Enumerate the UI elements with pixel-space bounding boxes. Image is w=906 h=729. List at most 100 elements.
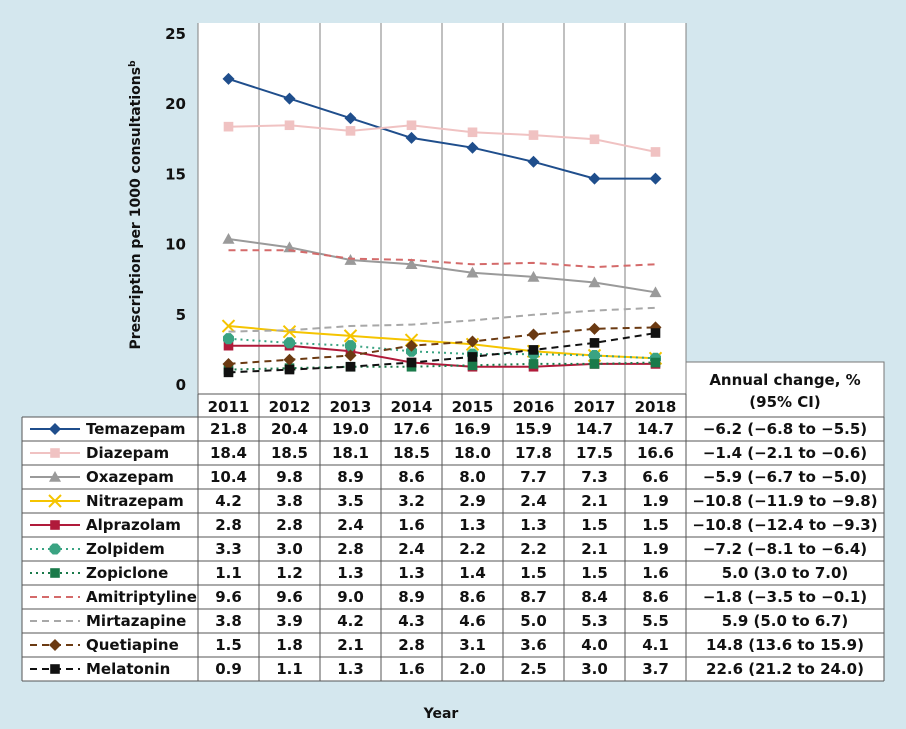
data-value-label: 1.1 xyxy=(215,564,242,582)
data-point-marker xyxy=(223,333,234,345)
data-value-label: 4.2 xyxy=(337,612,364,630)
data-value-label: 1.9 xyxy=(642,492,669,510)
x-tick-label: 2013 xyxy=(330,398,372,416)
series-line xyxy=(228,325,656,360)
data-value-label: 3.6 xyxy=(520,636,547,654)
data-value-label: 3.8 xyxy=(215,612,242,630)
series-melatonin xyxy=(223,328,661,378)
data-point-marker xyxy=(528,345,539,355)
data-point-marker xyxy=(344,112,357,125)
table-row: Diazepam 18.4 18.5 18.1 18.5 18.0 17.8 17.5 16.6… xyxy=(30,444,867,462)
data-value-label: 2.2 xyxy=(459,540,486,558)
data-value-label: 8.9 xyxy=(398,588,425,606)
data-value-label: 4.6 xyxy=(459,612,486,630)
data-point-marker xyxy=(345,126,356,136)
series-name-label: Nitrazepam xyxy=(86,492,184,510)
data-value-label: 10.4 xyxy=(210,468,247,486)
data-value-label: 9.6 xyxy=(276,588,303,606)
data-point-marker xyxy=(405,339,418,352)
data-value-label: 1.1 xyxy=(276,660,303,678)
data-value-label: 2.8 xyxy=(337,540,364,558)
data-point-marker xyxy=(588,276,601,288)
data-value-label: 2.1 xyxy=(581,540,608,558)
data-value-label: 17.6 xyxy=(393,420,430,438)
data-value-label: 1.3 xyxy=(398,564,425,582)
data-point-marker xyxy=(223,121,234,132)
data-value-label: 2.8 xyxy=(276,516,303,534)
y-axis-label-superscript: b xyxy=(128,60,138,67)
data-point-marker xyxy=(650,147,661,157)
table-row: Zopiclone 1.1 1.2 1.3 1.3 1.4 1.5 1.5 1.6 5.0 (3.… xyxy=(30,564,848,582)
data-point-marker xyxy=(345,340,356,352)
data-point-marker xyxy=(467,360,478,371)
data-point-marker xyxy=(588,322,601,335)
data-point-marker xyxy=(527,270,540,282)
series-name-label: Melatonin xyxy=(86,660,170,678)
annual-change-value: −5.9 (−6.7 to −5.0) xyxy=(703,468,867,486)
x-tick-label: 2016 xyxy=(513,398,555,416)
data-point-marker xyxy=(649,286,662,298)
data-value-label: 8.6 xyxy=(398,468,425,486)
annual-change-header-line2: (95% CI) xyxy=(749,393,820,411)
data-point-marker xyxy=(466,266,479,278)
data-value-label: 2.8 xyxy=(215,516,242,534)
data-value-label: 3.0 xyxy=(581,660,608,678)
data-point-marker xyxy=(528,130,539,140)
data-point-marker xyxy=(50,520,60,530)
series-name-label: Diazepam xyxy=(86,444,169,462)
data-value-label: 8.7 xyxy=(520,588,547,606)
data-point-marker xyxy=(527,328,540,341)
data-point-marker xyxy=(222,232,235,244)
series-name-label: Oxazepam xyxy=(86,468,174,486)
data-value-label: 1.5 xyxy=(581,564,608,582)
data-value-label: 9.8 xyxy=(276,468,303,486)
data-value-label: 18.0 xyxy=(454,444,491,462)
data-point-marker xyxy=(405,258,418,270)
data-value-label: 2.1 xyxy=(581,492,608,510)
series-line xyxy=(228,124,656,153)
y-tick-label: 15 xyxy=(165,165,186,183)
data-value-label: 2.4 xyxy=(520,492,547,510)
data-value-label: 15.9 xyxy=(515,420,552,438)
table-row: Nitrazepam 4.2 3.8 3.5 3.2 2.9 2.4 2.1 1.9 −10.8 … xyxy=(30,492,878,510)
data-point-marker xyxy=(223,340,234,351)
data-point-marker xyxy=(49,423,61,435)
data-point-marker xyxy=(650,328,661,338)
data-value-label: 1.5 xyxy=(520,564,547,582)
annual-change-value: 14.8 (13.6 to 15.9) xyxy=(706,636,864,654)
data-value-label: 2.2 xyxy=(520,540,547,558)
y-tick-label: 20 xyxy=(165,95,186,113)
data-value-label: 14.7 xyxy=(576,420,613,438)
data-value-label: 1.3 xyxy=(520,516,547,534)
table-row: Quetiapine 1.5 1.8 2.1 2.8 3.1 3.6 4.0 4.1 14.8 (… xyxy=(30,636,864,654)
table-row: Amitriptyline 9.6 9.6 9.0 8.9 8.6 8.7 8.4 8.6 −1.… xyxy=(30,588,867,606)
annual-change-value: −1.4 (−2.1 to −0.6) xyxy=(703,444,867,462)
data-value-label: 1.6 xyxy=(642,564,669,582)
data-value-label: 1.3 xyxy=(337,564,364,582)
data-point-marker xyxy=(650,357,661,368)
y-axis-label: Prescription per 1000 consultationsb xyxy=(128,60,144,350)
data-value-label: 8.0 xyxy=(459,468,486,486)
table-row: Temazepam 21.8 20.4 19.0 17.6 16.9 15.9 14.7 14.… xyxy=(30,420,867,438)
data-point-marker xyxy=(528,359,539,369)
data-value-label: 18.4 xyxy=(210,444,247,462)
data-value-label: 1.6 xyxy=(398,516,425,534)
data-point-marker xyxy=(221,319,236,333)
data-value-label: 17.8 xyxy=(515,444,552,462)
data-value-label: 8.6 xyxy=(642,588,669,606)
annual-change-value: 5.0 (3.0 to 7.0) xyxy=(722,564,849,582)
data-value-label: 5.0 xyxy=(520,612,547,630)
annual-change-header-line1: Annual change, % xyxy=(709,371,860,389)
x-tick-label: 2012 xyxy=(269,398,311,416)
data-value-label: 3.0 xyxy=(276,540,303,558)
data-value-label: 6.6 xyxy=(642,468,669,486)
data-value-label: 16.9 xyxy=(454,420,491,438)
data-point-marker xyxy=(466,335,479,348)
data-value-label: 3.8 xyxy=(276,492,303,510)
table-row: Oxazepam 10.4 9.8 8.9 8.6 8.0 7.7 7.3 6.6 −5.9 (−… xyxy=(30,468,867,486)
table-row: Zolpidem 3.3 3.0 2.8 2.4 2.2 2.2 2.1 1.9 −7.2 (−8… xyxy=(30,540,867,558)
data-point-marker xyxy=(466,141,479,154)
data-point-marker xyxy=(345,361,356,372)
data-value-label: 2.0 xyxy=(459,660,486,678)
change-header-box xyxy=(685,361,885,418)
